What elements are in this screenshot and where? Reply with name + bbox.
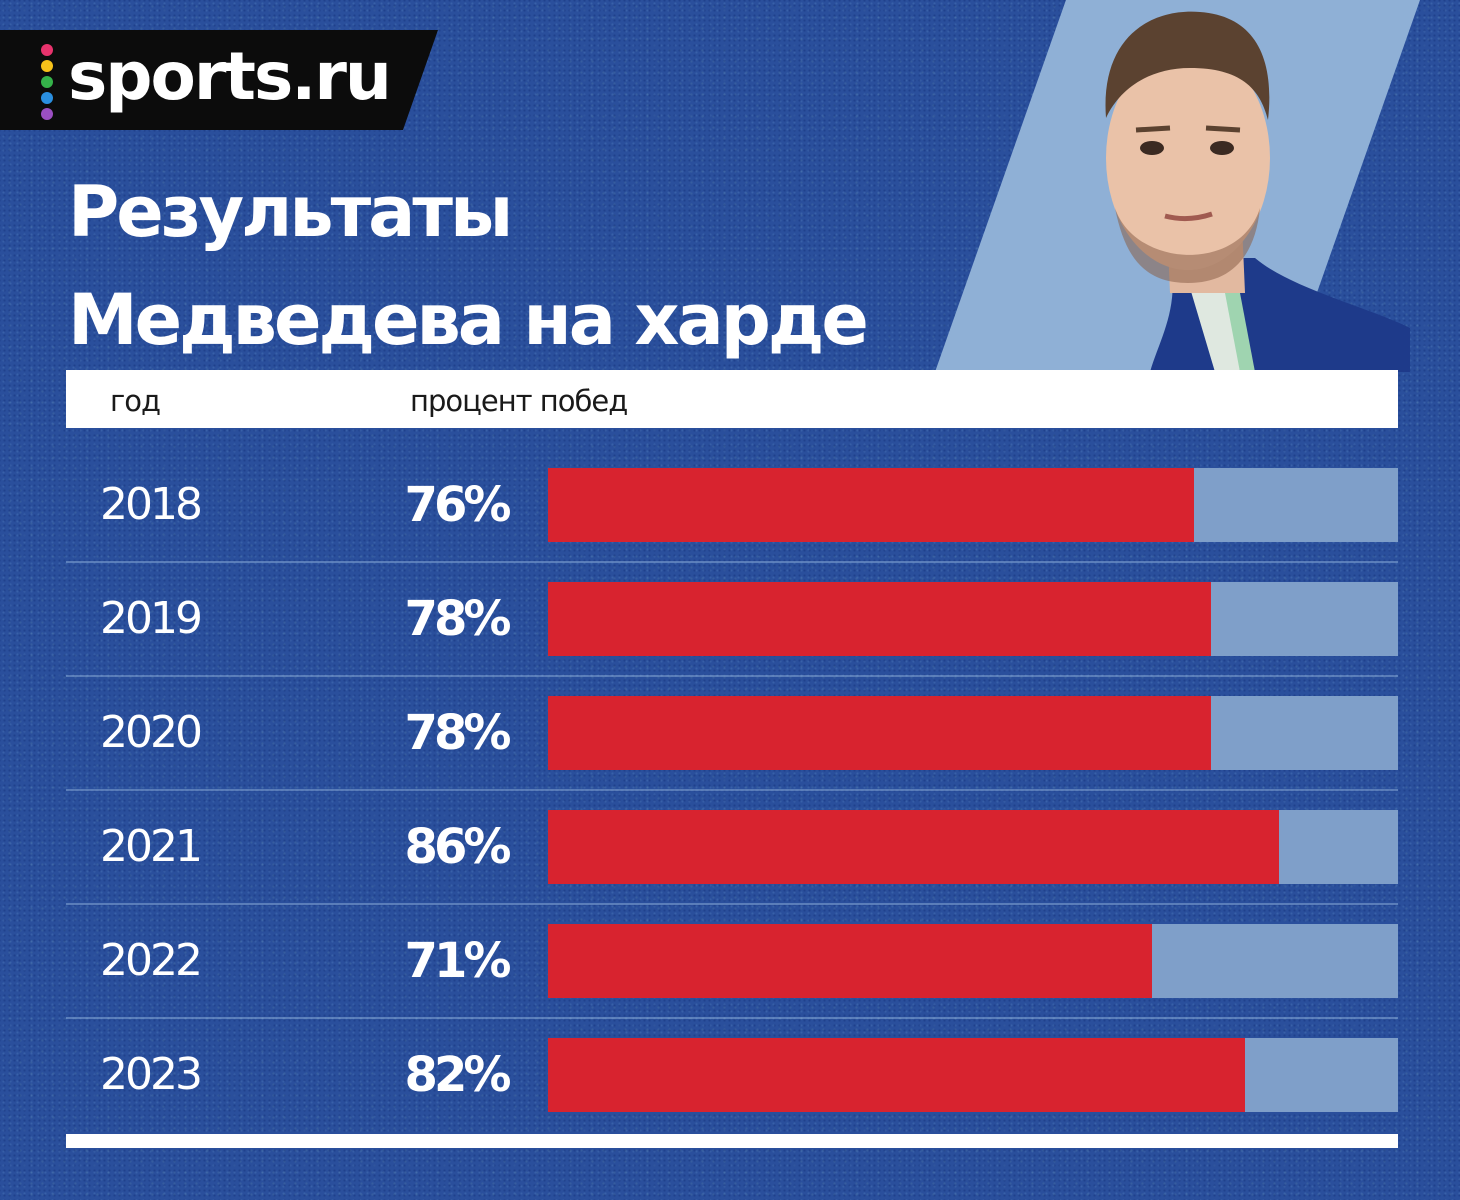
percent-label: 86% — [404, 819, 512, 875]
year-label: 2023 — [100, 1049, 203, 1100]
logo-dot — [41, 44, 53, 56]
logo-banner — [0, 30, 438, 130]
bar-fill — [548, 810, 1279, 884]
percent-label: 71% — [404, 933, 512, 989]
year-label: 2022 — [100, 935, 203, 986]
percent-label: 76% — [404, 477, 512, 533]
percent-label: 78% — [404, 705, 512, 761]
logo-dot — [41, 76, 53, 88]
year-label: 2021 — [100, 821, 203, 872]
bar-fill — [548, 582, 1211, 656]
logo-text: sports.ru — [68, 38, 392, 115]
row-separator — [66, 561, 1398, 563]
percent-label: 82% — [404, 1047, 512, 1103]
bar-fill — [548, 696, 1211, 770]
logo-dot — [41, 108, 53, 120]
bar-fill — [548, 1038, 1245, 1112]
row-separator — [66, 789, 1398, 791]
bottom-rule — [66, 1134, 1398, 1148]
column-header-year: год — [110, 384, 161, 418]
player-portrait-image — [1105, 11, 1410, 372]
year-label: 2020 — [100, 707, 203, 758]
column-header-percent: процент побед — [410, 384, 628, 418]
percent-label: 78% — [404, 591, 512, 647]
table-header-bar — [66, 370, 1398, 428]
bar-fill — [548, 468, 1194, 542]
row-separator — [66, 675, 1398, 677]
page-title: Результаты Медведева на харде — [68, 171, 869, 361]
logo-dot — [41, 60, 53, 72]
row-separator — [66, 1017, 1398, 1019]
row-separator — [66, 903, 1398, 905]
year-label: 2019 — [100, 593, 203, 644]
bar-fill — [548, 924, 1152, 998]
logo-dot — [41, 92, 53, 104]
year-label: 2018 — [100, 479, 203, 530]
